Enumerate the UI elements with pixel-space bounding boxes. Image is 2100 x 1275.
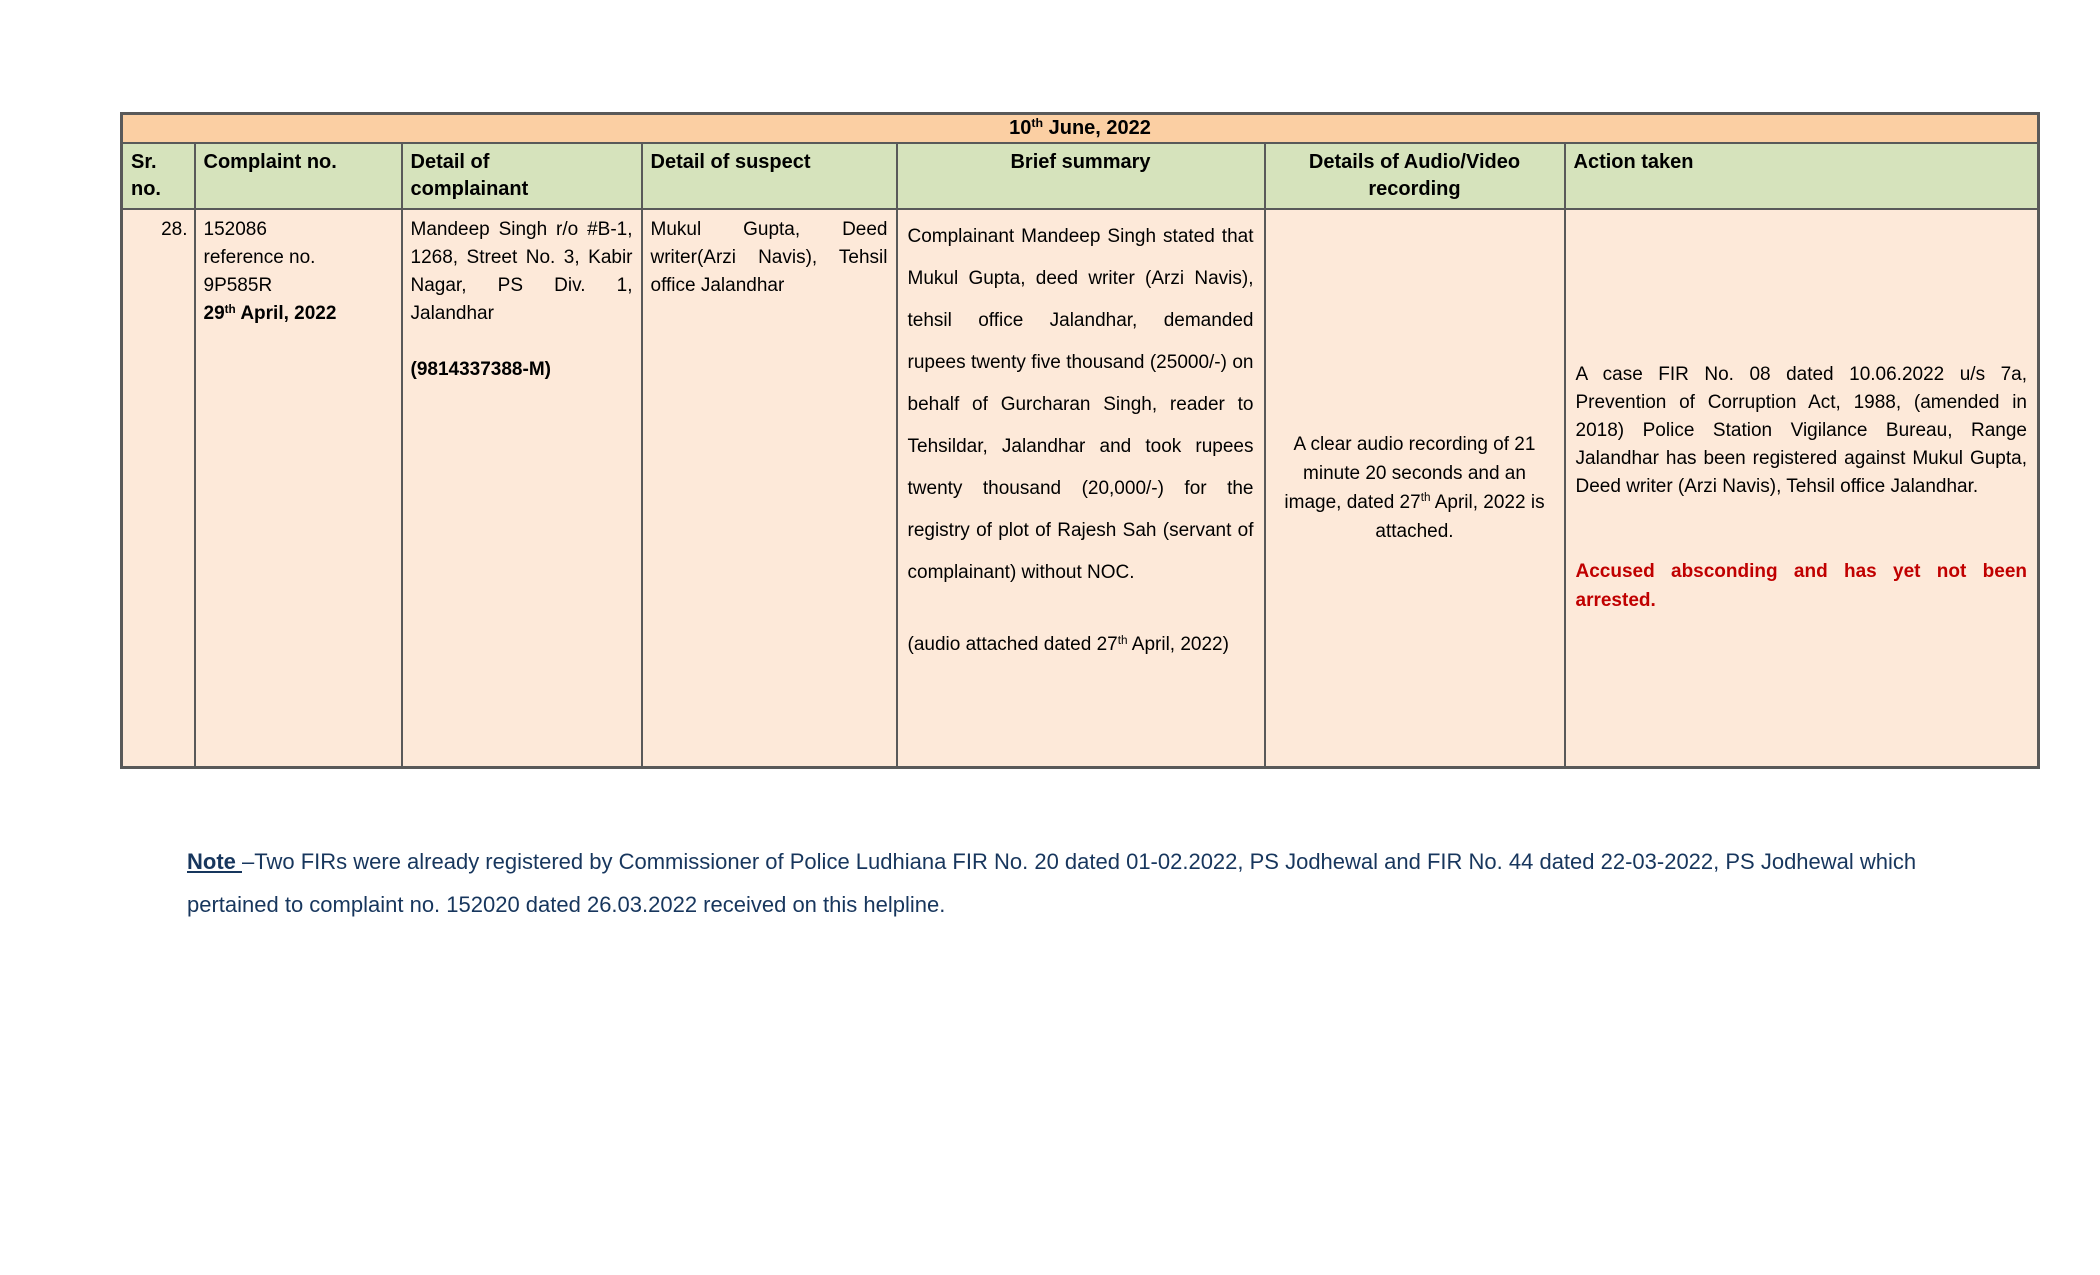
header-detail-of-complainant: Detail of complainant bbox=[400, 142, 643, 210]
action-taken-alert: Accused absconding and has yet not been … bbox=[1575, 560, 2028, 611]
cell-action-taken: A case FIR No. 08 dated 10.06.2022 u/s 7… bbox=[1563, 208, 2040, 768]
title-date-rest: June, 2022 bbox=[1043, 117, 1151, 139]
header-sr-no: Sr. no. bbox=[120, 142, 196, 210]
cell-detail-of-complainant: Mandeep Singh r/o #B-1, 1268, Street No.… bbox=[400, 208, 643, 768]
table-row: 28. 152086 reference no. 9P585R 29th Apr… bbox=[120, 208, 2040, 768]
header-detail-of-suspect: Detail of suspect bbox=[640, 142, 898, 210]
table-date-title: 10th June, 2022 bbox=[120, 112, 2040, 144]
table-header-row: Sr. no. Complaint no. Detail of complain… bbox=[120, 142, 2040, 210]
title-date-day: 10 bbox=[1009, 117, 1032, 139]
note-label: Note bbox=[187, 849, 242, 874]
table-title-row: 10th June, 2022 bbox=[120, 112, 2040, 144]
complaint-number: 152086 bbox=[203, 219, 267, 240]
complaints-table: 10th June, 2022 Sr. no. Complaint no. De… bbox=[120, 112, 2040, 769]
complaint-date: 29th April, 2022 bbox=[203, 302, 337, 324]
header-action-taken: Action taken bbox=[1563, 142, 2040, 210]
brief-summary-audio-note: (audio attached dated 27th April, 2022) bbox=[907, 633, 1229, 655]
cell-sr-no: 28. bbox=[120, 208, 196, 768]
complainant-address: Mandeep Singh r/o #B-1, 1268, Street No.… bbox=[410, 219, 633, 324]
brief-summary-paragraph: Complainant Mandeep Singh stated that Mu… bbox=[907, 226, 1254, 583]
title-date-ordinal: th bbox=[1031, 116, 1044, 131]
complaint-reference-no: 9P585R bbox=[203, 275, 273, 296]
cell-audio-video-recording: A clear audio recording of 21 minute 20 … bbox=[1263, 208, 1566, 768]
complaint-reference-label: reference no. bbox=[203, 247, 316, 268]
header-complaint-no: Complaint no. bbox=[193, 142, 403, 210]
action-taken-paragraph: A case FIR No. 08 dated 10.06.2022 u/s 7… bbox=[1575, 363, 2028, 497]
cell-complaint-no: 152086 reference no. 9P585R 29th April, … bbox=[193, 208, 403, 768]
note-text: –Two FIRs were already registered by Com… bbox=[187, 849, 1917, 917]
note: Note –Two FIRs were already registered b… bbox=[187, 840, 1955, 926]
header-audio-video-recording: Details of Audio/Video recording bbox=[1263, 142, 1566, 210]
suspect-detail: Mukul Gupta, Deed writer(Arzi Navis), Te… bbox=[650, 219, 888, 296]
cell-brief-summary: Complainant Mandeep Singh stated that Mu… bbox=[895, 208, 1266, 768]
cell-detail-of-suspect: Mukul Gupta, Deed writer(Arzi Navis), Te… bbox=[640, 208, 898, 768]
sr-no-value: 28. bbox=[161, 219, 188, 240]
audio-video-detail: A clear audio recording of 21 minute 20 … bbox=[1284, 433, 1545, 542]
complainant-phone: (9814337388-M) bbox=[410, 359, 551, 380]
header-brief-summary: Brief summary bbox=[895, 142, 1266, 210]
